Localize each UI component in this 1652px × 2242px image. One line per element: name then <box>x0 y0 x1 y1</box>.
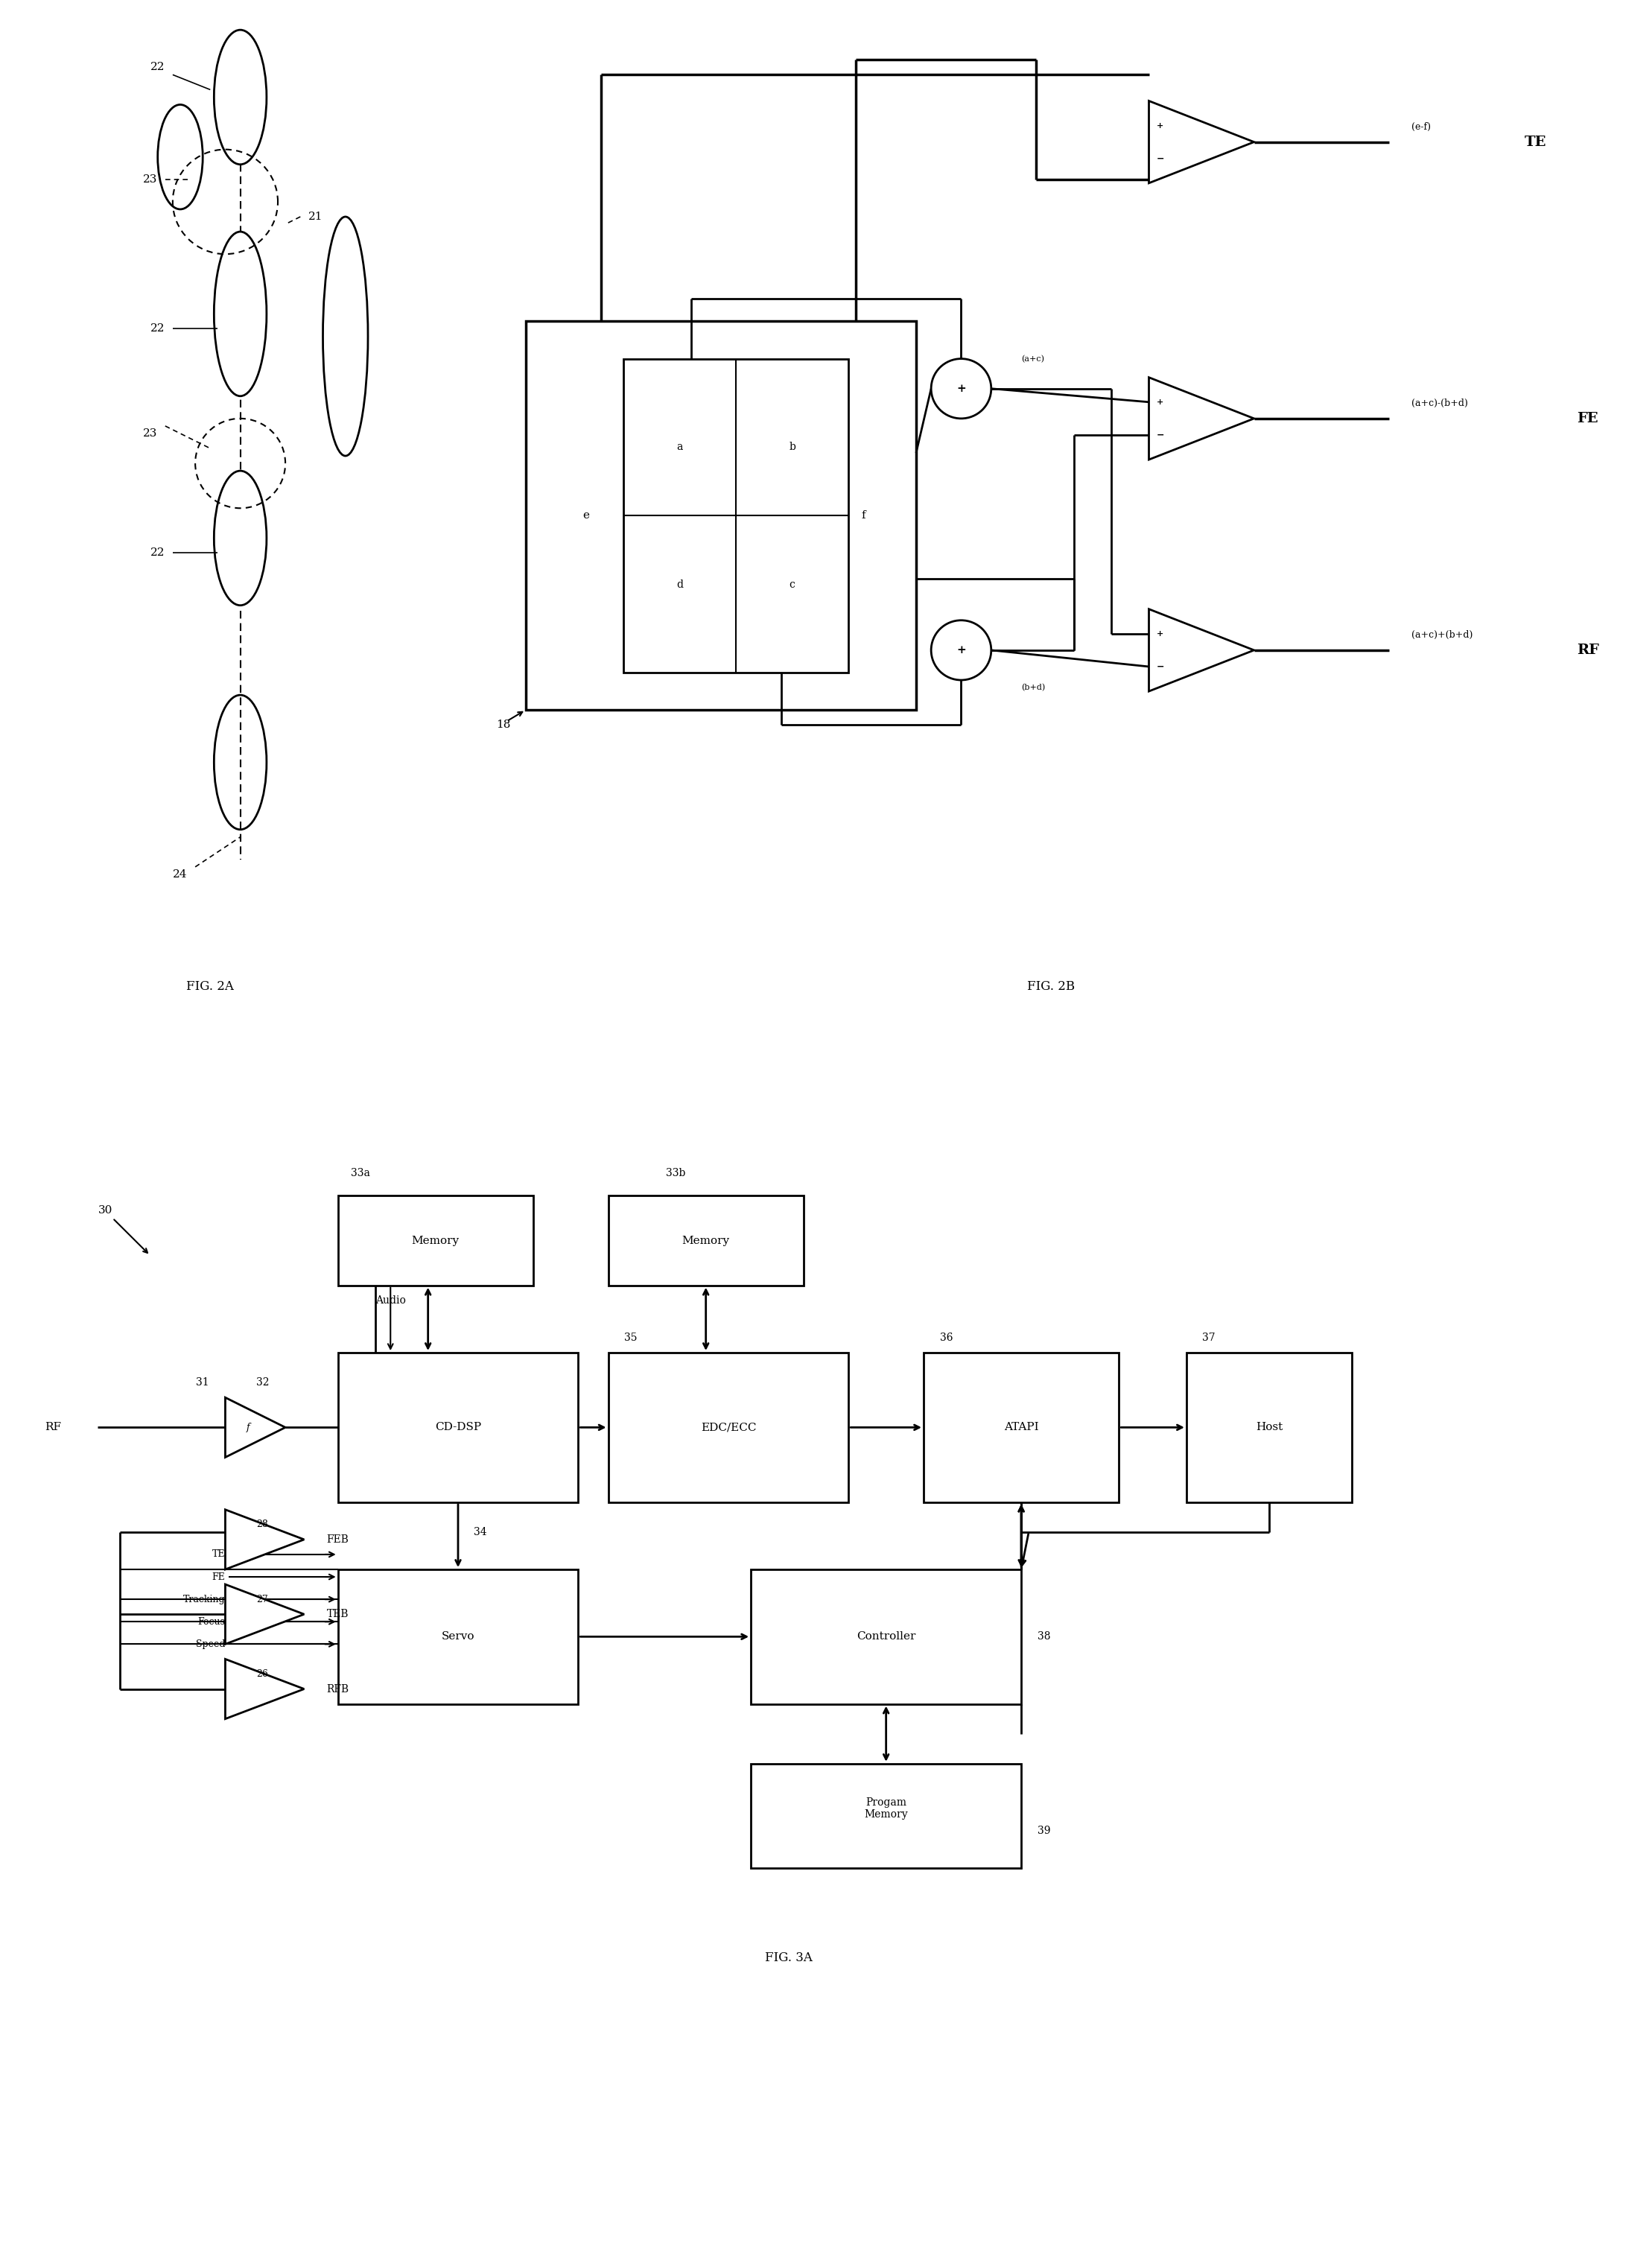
Text: (a+c)-(b+d): (a+c)-(b+d) <box>1412 399 1469 408</box>
Polygon shape <box>225 1397 286 1457</box>
Text: TE: TE <box>211 1549 225 1558</box>
Ellipse shape <box>215 231 266 397</box>
Text: 18: 18 <box>496 720 510 731</box>
Text: Tracking: Tracking <box>183 1594 225 1603</box>
Text: a: a <box>676 442 682 453</box>
Text: d: d <box>676 578 682 590</box>
Text: FIG. 2A: FIG. 2A <box>187 980 235 993</box>
Text: +: + <box>957 383 966 395</box>
Text: TEB: TEB <box>327 1610 349 1619</box>
Bar <box>923 1352 1118 1502</box>
Ellipse shape <box>215 471 266 605</box>
Text: RFB: RFB <box>327 1684 349 1695</box>
Text: RF: RF <box>45 1421 61 1433</box>
Text: (b+d): (b+d) <box>1021 684 1046 691</box>
Text: b: b <box>790 442 796 453</box>
Text: 30: 30 <box>97 1206 112 1215</box>
Circle shape <box>932 621 991 679</box>
Text: e: e <box>583 511 590 520</box>
Text: f: f <box>861 511 866 520</box>
Polygon shape <box>225 1585 304 1643</box>
Text: +: + <box>957 646 966 655</box>
Text: EDC/ECC: EDC/ECC <box>700 1421 757 1433</box>
Text: −: − <box>1156 661 1165 670</box>
Text: 22: 22 <box>150 323 165 334</box>
Text: FIG. 2B: FIG. 2B <box>1028 980 1075 993</box>
Text: Servo: Servo <box>441 1632 474 1641</box>
Text: FEB: FEB <box>327 1534 349 1545</box>
Ellipse shape <box>157 105 203 209</box>
Text: 33a: 33a <box>350 1168 370 1179</box>
Text: 31: 31 <box>197 1377 210 1388</box>
Text: c: c <box>790 578 795 590</box>
Text: Memory: Memory <box>411 1235 459 1247</box>
Text: 37: 37 <box>1203 1332 1216 1343</box>
Bar <box>1186 1352 1351 1502</box>
Text: Memory: Memory <box>682 1235 730 1247</box>
Text: Speed: Speed <box>197 1639 225 1648</box>
Text: 32: 32 <box>256 1377 269 1388</box>
Text: FE: FE <box>211 1572 225 1581</box>
Text: 33b: 33b <box>666 1168 686 1179</box>
Ellipse shape <box>322 217 368 455</box>
Text: CD-DSP: CD-DSP <box>434 1421 481 1433</box>
Text: 36: 36 <box>940 1332 953 1343</box>
Bar <box>623 359 849 673</box>
Circle shape <box>932 359 991 419</box>
Text: (a+c): (a+c) <box>1021 354 1044 363</box>
Polygon shape <box>1148 101 1254 184</box>
Bar <box>752 1569 1021 1704</box>
Polygon shape <box>225 1509 304 1569</box>
Text: −: − <box>1156 430 1165 439</box>
Bar <box>525 321 917 711</box>
Text: FIG. 3A: FIG. 3A <box>765 1953 813 1964</box>
Text: (e-f): (e-f) <box>1412 123 1431 132</box>
Ellipse shape <box>215 29 266 164</box>
Text: 26: 26 <box>256 1670 268 1679</box>
Text: Audio: Audio <box>375 1296 406 1305</box>
Bar <box>608 1195 803 1285</box>
Text: ATAPI: ATAPI <box>1004 1421 1039 1433</box>
Bar <box>339 1352 578 1502</box>
Text: FE: FE <box>1578 413 1597 426</box>
Text: 35: 35 <box>624 1332 638 1343</box>
Text: 39: 39 <box>1037 1825 1051 1836</box>
Text: Progam
Memory: Progam Memory <box>864 1798 909 1821</box>
Text: 27: 27 <box>256 1594 268 1603</box>
Text: 23: 23 <box>144 428 157 439</box>
Bar <box>608 1352 849 1502</box>
Text: (a+c)+(b+d): (a+c)+(b+d) <box>1412 630 1474 639</box>
Polygon shape <box>1148 377 1254 460</box>
Polygon shape <box>1148 610 1254 691</box>
Text: 24: 24 <box>173 870 187 879</box>
Bar <box>752 1764 1021 1868</box>
Bar <box>339 1195 534 1285</box>
Text: Controller: Controller <box>856 1632 915 1641</box>
Text: Host: Host <box>1256 1421 1282 1433</box>
Ellipse shape <box>215 695 266 830</box>
Text: +: + <box>1156 121 1163 130</box>
Polygon shape <box>225 1659 304 1720</box>
Text: +: + <box>1156 399 1163 406</box>
Text: f: f <box>246 1424 249 1433</box>
Text: 23: 23 <box>144 175 157 184</box>
Text: Focus: Focus <box>198 1616 225 1625</box>
Text: +: + <box>1156 630 1163 637</box>
Text: 28: 28 <box>256 1520 268 1529</box>
Text: 38: 38 <box>1037 1632 1051 1641</box>
Text: 34: 34 <box>474 1527 487 1538</box>
Text: −: − <box>1156 155 1165 164</box>
Text: RF: RF <box>1578 643 1599 657</box>
Bar <box>339 1569 578 1704</box>
Text: 22: 22 <box>150 63 165 72</box>
Text: TE: TE <box>1525 135 1546 148</box>
Text: 21: 21 <box>309 211 322 222</box>
Text: 22: 22 <box>150 547 165 558</box>
